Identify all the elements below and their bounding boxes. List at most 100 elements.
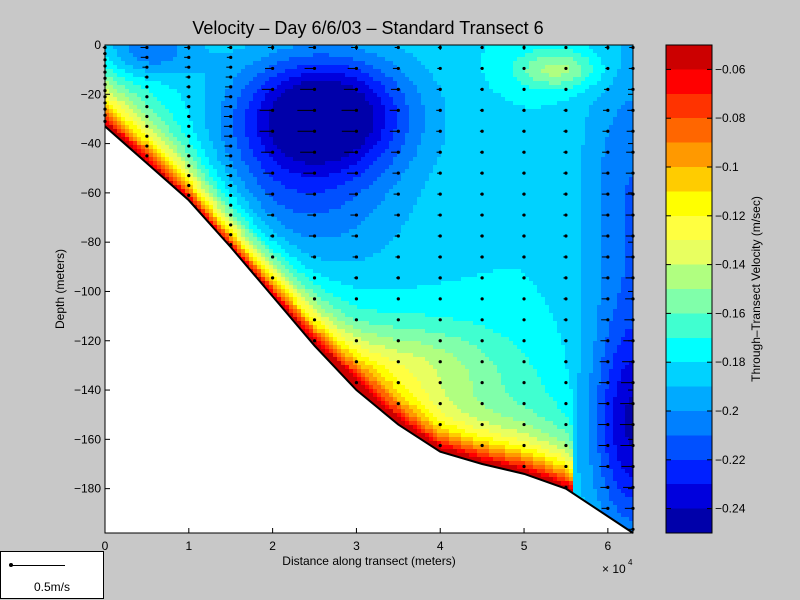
field-cell [533, 93, 537, 97]
field-cell [389, 73, 393, 77]
field-cell [161, 125, 165, 129]
field-cell [165, 141, 169, 145]
field-cell [293, 105, 297, 109]
field-cell [517, 185, 521, 189]
field-cell [261, 61, 265, 65]
field-cell [429, 97, 433, 101]
field-cell [121, 105, 125, 109]
field-cell [313, 153, 317, 157]
field-cell [257, 161, 261, 165]
field-cell [201, 145, 205, 149]
field-cell [121, 97, 125, 101]
field-cell [433, 81, 437, 85]
field-cell [341, 113, 345, 117]
field-cell [589, 141, 593, 145]
field-cell [525, 197, 529, 201]
field-cell [289, 89, 293, 93]
field-cell [161, 105, 165, 109]
field-cell [377, 121, 381, 125]
field-cell [509, 149, 513, 153]
field-cell [377, 49, 381, 53]
field-cell [193, 153, 197, 157]
field-cell [153, 117, 157, 121]
field-cell [569, 61, 573, 65]
field-cell [385, 49, 389, 53]
field-cell [577, 141, 581, 145]
field-cell [521, 89, 525, 93]
field-cell [561, 93, 565, 97]
field-cell [561, 61, 565, 65]
field-cell [401, 193, 405, 197]
field-cell [333, 61, 337, 65]
field-cell [121, 129, 125, 133]
field-cell [593, 97, 597, 101]
field-cell [461, 165, 465, 169]
field-cell [425, 97, 429, 101]
field-cell [133, 61, 137, 65]
field-cell [165, 49, 169, 53]
field-cell [429, 157, 433, 161]
field-cell [349, 53, 353, 57]
field-cell [501, 49, 505, 53]
field-cell [313, 173, 317, 177]
field-cell [553, 141, 557, 145]
field-cell [209, 45, 213, 49]
field-cell [241, 45, 245, 49]
field-cell [237, 105, 241, 109]
field-cell [421, 97, 425, 101]
field-cell [497, 105, 501, 109]
field-cell [257, 97, 261, 101]
field-cell [157, 161, 161, 165]
field-cell [509, 137, 513, 141]
field-cell [181, 53, 185, 57]
field-cell [489, 161, 493, 165]
field-cell [173, 153, 177, 157]
field-cell [517, 73, 521, 77]
field-cell [477, 89, 481, 93]
field-cell [385, 61, 389, 65]
field-cell [321, 145, 325, 149]
field-cell [497, 85, 501, 89]
field-cell [441, 101, 445, 105]
field-cell [413, 193, 417, 197]
field-cell [393, 89, 397, 93]
field-cell [293, 57, 297, 61]
field-cell [321, 197, 325, 201]
field-cell [409, 165, 413, 169]
field-cell [373, 141, 377, 145]
field-cell [461, 149, 465, 153]
field-cell [373, 137, 377, 141]
field-cell [353, 161, 357, 165]
field-cell [297, 69, 301, 73]
field-cell [245, 149, 249, 153]
field-cell [597, 161, 601, 165]
field-cell [153, 113, 157, 117]
field-cell [509, 101, 513, 105]
field-cell [393, 189, 397, 193]
field-cell [265, 113, 269, 117]
field-cell [437, 93, 441, 97]
field-cell [581, 45, 585, 49]
field-cell [189, 177, 193, 181]
field-cell [333, 81, 337, 85]
field-cell [113, 117, 117, 121]
field-cell [401, 109, 405, 113]
field-cell [281, 181, 285, 185]
field-cell [477, 97, 481, 101]
field-cell [621, 157, 625, 161]
field-cell [441, 181, 445, 185]
field-cell [541, 85, 545, 89]
field-cell [613, 173, 617, 177]
field-cell [557, 145, 561, 149]
field-cell [437, 89, 441, 93]
field-cell [381, 101, 385, 105]
field-cell [529, 101, 533, 105]
field-cell [613, 189, 617, 193]
field-cell [617, 153, 621, 157]
field-cell [209, 177, 213, 181]
field-cell [505, 97, 509, 101]
field-cell [485, 181, 489, 185]
field-cell [333, 85, 337, 89]
field-cell [433, 185, 437, 189]
field-cell [297, 85, 301, 89]
